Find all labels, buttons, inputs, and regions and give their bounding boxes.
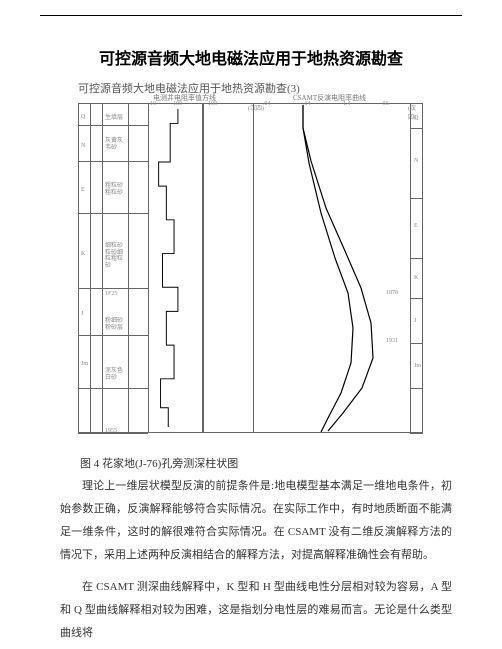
- desc-label: 粗粒砂粗粒砂: [105, 183, 127, 196]
- figure-caption: 图 4 花家地(J-76)孔旁测深柱状图: [80, 455, 238, 471]
- desc-label: 粉细砂粉砂层: [105, 318, 127, 331]
- curve-svg: [253, 103, 423, 433]
- tick-l-3: 100: [208, 101, 217, 107]
- desc-label: 细粒砂粒砂细粒粗粒砂: [105, 243, 127, 269]
- depth-2: 1931: [386, 338, 398, 344]
- col-line-3: [128, 103, 129, 433]
- paragraph-2: 在 CSAMT 测深曲线解释中，K 型和 H 型曲线电性分层相对较为容易，A 型…: [60, 576, 452, 645]
- figure-area: 电测井电阻率值方线 CSAMT反演电阻率曲线 (汉四) (汉四) QNEKJJm…: [78, 95, 423, 440]
- desc-label: 泥灰色白砂: [105, 368, 127, 381]
- curve-panel: [253, 103, 423, 433]
- desc-label: 灰黄灰韦砂: [105, 138, 127, 151]
- paragraph-1: 理论上一维层状模型反演的前提条件是:地电模型基本满足一维地电条件，初始参数正确，…: [60, 475, 452, 567]
- strat-label: E: [81, 187, 85, 193]
- header-left: 电测井电阻率值方线: [153, 93, 216, 103]
- desc-label: 生填层: [105, 115, 127, 122]
- row-line: [78, 103, 148, 104]
- strat-label: Q: [81, 114, 85, 120]
- col-line-1: [90, 103, 91, 433]
- strat-label: Jm: [81, 361, 88, 367]
- row-line: [78, 288, 148, 289]
- row-line: [78, 161, 148, 162]
- row-line: [78, 388, 148, 389]
- row-line: [78, 125, 148, 126]
- desc-label: 1955: [105, 428, 127, 435]
- strat-label: J: [81, 311, 83, 317]
- top-divider: [40, 15, 462, 16]
- mid-col-line: [203, 103, 204, 433]
- row-line: [78, 335, 148, 336]
- row-line: [78, 213, 148, 214]
- main-title: 可控源音频大地电磁法应用于地热资源勘查: [0, 45, 502, 69]
- right-row-line: [410, 433, 423, 434]
- strat-label: K: [81, 251, 85, 257]
- col-line-2: [102, 103, 103, 433]
- log-column: [148, 103, 203, 433]
- strat-label: N: [81, 143, 85, 149]
- step-profile: [149, 103, 202, 433]
- desc-label: 1F25: [105, 291, 127, 298]
- depth-1: 1878: [386, 290, 398, 296]
